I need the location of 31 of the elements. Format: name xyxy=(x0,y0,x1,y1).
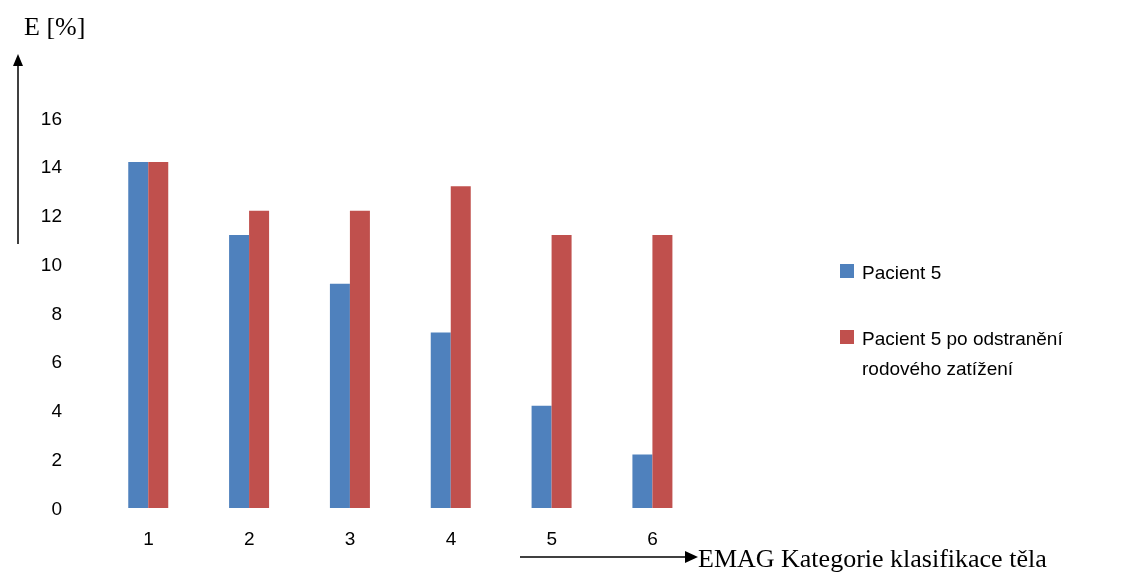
y-tick-label: 14 xyxy=(40,156,63,178)
bar xyxy=(430,332,451,508)
bar xyxy=(652,235,673,508)
bar xyxy=(450,186,471,508)
bar xyxy=(329,283,350,508)
x-tick-label: 2 xyxy=(243,528,255,550)
legend-label: Pacient 5 xyxy=(862,261,942,285)
x-tick-label: 4 xyxy=(445,528,457,550)
bar xyxy=(229,235,250,508)
x-tick-label: 1 xyxy=(143,528,154,550)
y-tick-label: 10 xyxy=(40,253,62,275)
bar xyxy=(148,161,169,508)
legend-label: Pacient 5 po odstranění rodového zatížení xyxy=(862,327,1064,381)
bar xyxy=(249,210,270,508)
bar xyxy=(349,210,370,508)
y-axis-title: E [%] xyxy=(24,12,86,42)
bar xyxy=(551,235,572,508)
y-tick-label: 16 xyxy=(40,107,62,129)
y-tick-label: 12 xyxy=(40,205,62,227)
bar xyxy=(531,405,552,508)
y-tick-label: 8 xyxy=(51,302,62,324)
x-tick-label: 3 xyxy=(344,528,356,550)
x-tick-label: 5 xyxy=(546,528,558,550)
y-tick-label: 0 xyxy=(51,497,62,519)
bar xyxy=(632,454,653,508)
y-tick-label: 2 xyxy=(51,448,62,470)
y-tick-label: 6 xyxy=(51,351,62,373)
bar xyxy=(128,161,149,508)
x-axis-title: EMAG Kategorie klasifikace těla xyxy=(698,544,1047,574)
x-tick-label: 6 xyxy=(647,528,658,550)
y-tick-label: 4 xyxy=(51,400,63,422)
